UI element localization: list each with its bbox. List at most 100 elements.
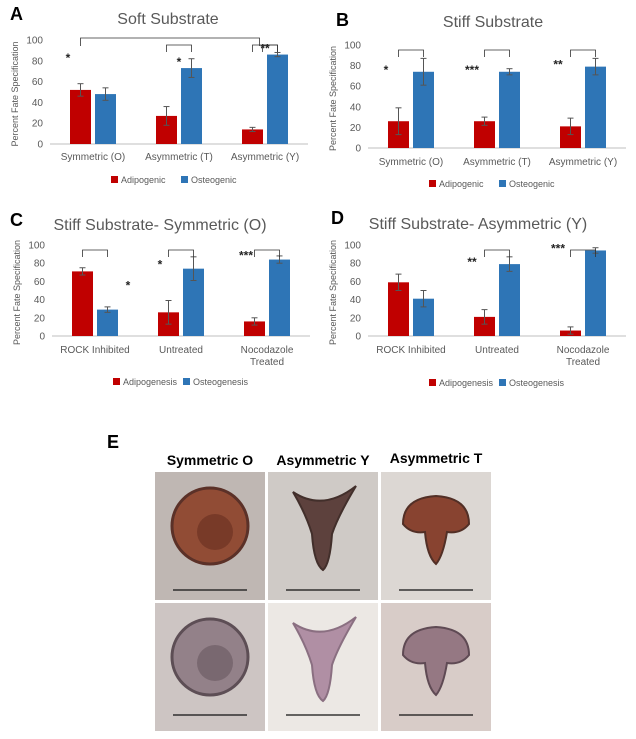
legend-swatch <box>181 176 188 183</box>
legend-swatch <box>111 176 118 183</box>
y-axis-label: Percent Fate Specification <box>328 240 338 345</box>
x-tick-label: Nocodazole Treated <box>241 345 294 368</box>
significance-bracket <box>166 44 192 52</box>
bar-adipogenic <box>242 129 263 144</box>
legend-label: Adipogenic <box>439 179 484 189</box>
x-tick-label: Asymmetric (Y) <box>231 152 299 163</box>
legend-label: Osteogenic <box>509 179 555 189</box>
y-tick-label: 100 <box>344 41 361 52</box>
significance-bracket <box>484 249 510 257</box>
legend-label: Osteogenesis <box>193 377 249 387</box>
chart-stiff-asymmetric-y: Stiff Substrate- Asymmetric (Y) Percent F… <box>328 216 626 388</box>
legend-swatch <box>183 378 190 385</box>
micrograph-top-3 <box>381 472 491 600</box>
column-title-asymmetric-t: Asymmetric T <box>389 450 483 466</box>
panel-label-c: C <box>10 210 23 230</box>
bar-osteogenic <box>267 54 288 145</box>
column-title-symmetric-o: Symmetric O <box>166 452 254 468</box>
x-tick-label: Untreated <box>159 345 203 356</box>
bar-adipogenesis <box>72 271 93 336</box>
x-tick-label: Symmetric (O) <box>61 152 125 163</box>
y-tick-label: 80 <box>350 259 362 270</box>
x-tick-label: Untreated <box>475 345 519 356</box>
bar-osteogenesis <box>413 298 434 336</box>
bar-osteogenesis <box>585 250 606 336</box>
bar-adipogenic <box>560 126 581 148</box>
y-tick-label: 80 <box>34 259 46 270</box>
cell-shape <box>401 494 471 566</box>
cell-shape <box>292 485 357 572</box>
significance-label: * <box>177 55 182 69</box>
y-tick-label: 20 <box>32 119 44 130</box>
micrograph-bottom-2 <box>268 603 378 731</box>
y-tick-label: 80 <box>32 56 44 67</box>
significance-label: * <box>158 258 163 272</box>
y-tick-label: 0 <box>39 332 45 343</box>
y-tick-label: 0 <box>37 140 43 151</box>
y-tick-label: 60 <box>34 277 46 288</box>
y-axis-label: Percent Fate Specification <box>10 41 20 146</box>
legend-swatch <box>429 379 436 386</box>
bar-adipogenesis <box>474 316 495 336</box>
y-tick-label: 100 <box>28 241 45 252</box>
chart-title: Soft Substrate <box>117 11 218 28</box>
significance-label: *** <box>465 63 479 77</box>
legend-swatch <box>499 180 506 187</box>
legend-swatch <box>429 180 436 187</box>
bar-osteogenic <box>499 71 520 148</box>
significance-bracket <box>484 49 510 57</box>
significance-bracket <box>262 44 278 52</box>
bar-adipogenesis <box>388 282 409 336</box>
significance-label: ** <box>467 255 477 269</box>
y-tick-label: 20 <box>350 313 362 324</box>
y-tick-label: 100 <box>26 36 43 47</box>
legend-swatch <box>113 378 120 385</box>
y-axis-label: Percent Fate Specification <box>328 46 338 151</box>
significance-label: *** <box>239 249 253 263</box>
significance-label: ** <box>260 42 270 56</box>
y-tick-label: 0 <box>355 332 361 343</box>
significance-label: ** <box>553 58 563 72</box>
y-tick-label: 40 <box>350 102 362 113</box>
cell-shape <box>401 625 471 697</box>
bar-osteogenic <box>413 71 434 148</box>
cell-shape <box>170 486 250 566</box>
bar-osteogenesis <box>97 309 118 336</box>
chart-title: Stiff Substrate- Symmetric (O) <box>53 217 266 234</box>
legend-label: Osteogenesis <box>509 378 565 388</box>
y-tick-label: 40 <box>350 295 362 306</box>
y-tick-label: 80 <box>350 61 362 72</box>
y-tick-label: 100 <box>344 241 361 252</box>
legend-label: Adipogenic <box>121 175 166 185</box>
legend-label: Osteogenic <box>191 175 237 185</box>
significance-label: * <box>384 63 389 77</box>
y-tick-label: 40 <box>34 295 46 306</box>
cell-nucleus <box>197 514 233 550</box>
significance-bracket-long <box>80 37 260 46</box>
chart-title: Stiff Substrate <box>443 14 543 31</box>
micrograph-top-1 <box>155 472 265 600</box>
panel-label-e: E <box>107 432 120 452</box>
column-title-asymmetric-y: Asymmetric Y <box>276 452 370 468</box>
significance-label: * <box>66 51 71 65</box>
bar-osteogenesis <box>269 259 290 336</box>
chart-stiff-substrate: Stiff Substrate Percent Fate Specificatio… <box>328 14 626 189</box>
significance-bracket <box>82 249 108 257</box>
legend-label: Adipogenesis <box>439 378 494 388</box>
y-tick-label: 20 <box>34 313 46 324</box>
y-tick-label: 60 <box>32 77 44 88</box>
y-tick-label: 0 <box>355 144 361 155</box>
chart-stiff-symmetric-o: Stiff Substrate- Symmetric (O) Percent Fa… <box>12 217 310 387</box>
y-tick-label: 60 <box>350 277 362 288</box>
bar-adipogenic <box>70 89 91 144</box>
cell-shape <box>170 617 250 697</box>
panel-label-a: A <box>10 4 23 24</box>
x-tick-label: Symmetric (O) <box>379 157 443 168</box>
bar-osteogenic <box>585 66 606 148</box>
y-axis-label: Percent Fate Specification <box>12 240 22 345</box>
y-tick-label: 20 <box>350 123 362 134</box>
legend-swatch <box>499 379 506 386</box>
significance-bracket <box>570 249 596 257</box>
significance-bracket <box>570 49 596 57</box>
x-tick-label: Asymmetric (T) <box>463 157 531 168</box>
